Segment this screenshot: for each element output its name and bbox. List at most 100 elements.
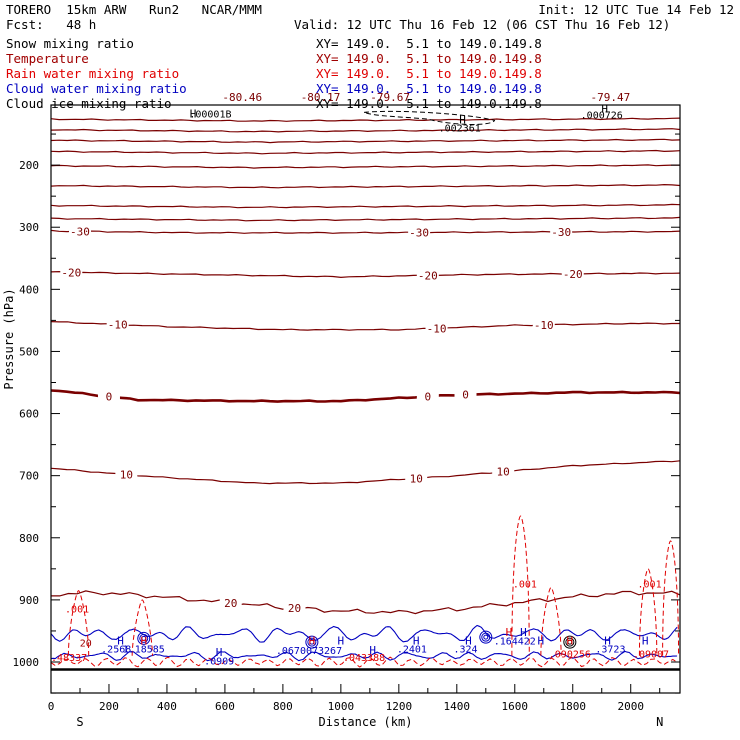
isotherm-label-bg [454, 388, 477, 401]
value-label: .09007 [633, 650, 669, 661]
header-valid: Valid: 12 UTC Thu 16 Feb 12 (06 CST Thu … [294, 17, 671, 32]
max-center-circle [139, 633, 149, 643]
isotherm-line--65 [50, 149, 681, 155]
high-marker: H [216, 646, 223, 659]
isotherm-line--75 [50, 128, 681, 133]
min-temp-label: -79.47 [591, 91, 631, 104]
value-label: 20 [80, 638, 92, 649]
rain-contour-plume [511, 515, 530, 656]
high-marker: H [369, 644, 376, 657]
field-name-snow: Snow mixing ratio [6, 36, 134, 51]
x-tick-label: 600 [215, 700, 235, 713]
field-xy-rain: XY= 149.0. 5.1 to 149.0.149.8 [316, 66, 542, 81]
isotherm-label-bg [416, 269, 439, 282]
rain-contour-plume [67, 590, 90, 656]
y-tick-label: 700 [19, 470, 39, 483]
isotherm-line--45 [50, 203, 681, 209]
isotherm-label-bg [492, 465, 515, 478]
field-xy-cloud-ice: XY= 149.0. 5.1 to 149.0.149.8 [316, 96, 542, 111]
field-xy-cloud-water: XY= 149.0. 5.1 to 149.0.149.8 [316, 81, 542, 96]
value-label: .043388 [343, 653, 385, 664]
high-marker: H [506, 626, 513, 639]
y-tick-label: 900 [19, 594, 39, 607]
isotherm-label-bg [106, 318, 129, 331]
x-tick-label: 1800 [560, 700, 587, 713]
x-tick-label: 1600 [502, 700, 529, 713]
value-label: .0909 [204, 656, 234, 667]
isotherm-label--10: -10 [108, 318, 128, 331]
y-tick-label: 300 [19, 221, 39, 234]
isotherm-label--30: -30 [70, 225, 90, 238]
max-center-circle [141, 635, 147, 641]
isotherm-label-bg [408, 226, 431, 239]
y-tick-label: 500 [19, 345, 39, 358]
value-label: .0670073267 [276, 646, 342, 657]
high-marker: H [140, 635, 147, 648]
field-xy-temperature: XY= 149.0. 5.1 to 149.0.149.8 [316, 51, 542, 66]
isotherm-line--40 [50, 183, 681, 189]
x-tick-label: 0 [48, 700, 55, 713]
isotherm-label-0: 0 [425, 390, 432, 403]
cloud-water-contour-lower [50, 650, 678, 662]
isotherm-label-bg [532, 318, 555, 331]
value-label: .324 [453, 645, 477, 656]
isotherm-label-0: 0 [106, 391, 113, 404]
isotherm-label-0: 0 [462, 389, 469, 402]
isotherm-line--50 [50, 216, 681, 222]
isotherm-contour-20 [51, 590, 681, 615]
value-label: .48337 [51, 653, 87, 664]
isotherm-line--78 [50, 117, 681, 122]
x-tick-label: 800 [273, 700, 293, 713]
plot-frame [50, 104, 681, 694]
value-label: .001 [513, 579, 537, 590]
isotherm-label-bg [416, 390, 439, 403]
high-marker: H [459, 113, 466, 126]
y-axis-label: Pressure (hPa) [2, 288, 16, 389]
cloud-ice-contour [363, 110, 496, 125]
isotherm-label--20: -20 [418, 269, 438, 282]
high-marker: H [601, 102, 608, 115]
min-temp-label: -80.17 [301, 91, 341, 104]
value-label: .164422 [494, 637, 536, 648]
y-tick-label: 200 [19, 159, 39, 172]
value-label: .2401 [397, 645, 427, 656]
value-label: .00001B [189, 109, 231, 120]
isotherm-label--20: -20 [61, 266, 81, 279]
high-marker: H [117, 635, 124, 648]
max-center-circle [567, 639, 573, 645]
rain-contour-plume [638, 568, 658, 656]
value-label: .001 [65, 604, 89, 615]
field-name-cloud-water: Cloud water mixing ratio [6, 81, 187, 96]
max-center-circle [479, 630, 493, 644]
value-label: .000726 [581, 111, 623, 122]
isotherm-label-10: 10 [410, 472, 423, 485]
value-label: .001 [638, 579, 662, 590]
x-tick-label: 1200 [386, 700, 413, 713]
cloud-water-contour-upper [50, 624, 678, 643]
high-marker: H [604, 635, 611, 648]
isotherm-contour--10 [50, 321, 680, 331]
field-xy-snow: XY= 149.0. 5.1 to 149.0.149.8 [316, 36, 542, 51]
high-marker: H [520, 626, 527, 639]
x-tick-label: 200 [99, 700, 119, 713]
min-temp-label: -79.67 [370, 91, 410, 104]
isotherm-contour--20 [50, 270, 681, 279]
isotherm-label-bg [97, 390, 120, 403]
high-marker: H [413, 635, 420, 648]
isotherm-line--60 [50, 164, 681, 169]
y-tick-label: 1000 [13, 656, 40, 669]
header-fcst: Fcst: 48 h [6, 17, 97, 32]
y-tick-label: 800 [19, 532, 39, 545]
value-label: .2568 [101, 645, 131, 656]
high-marker: H [642, 635, 649, 648]
field-name-rain: Rain water mixing ratio [6, 66, 180, 81]
max-center-circle [565, 637, 575, 647]
max-center-circle [309, 639, 315, 645]
max-center-circle [307, 637, 317, 647]
isotherm-label--30: -30 [409, 226, 429, 239]
isotherm-label--10: -10 [534, 319, 554, 332]
high-marker: H [338, 635, 345, 648]
isotherm-contour--30 [50, 229, 681, 234]
max-center-circle [563, 635, 577, 649]
isotherm-label-bg [68, 225, 91, 238]
